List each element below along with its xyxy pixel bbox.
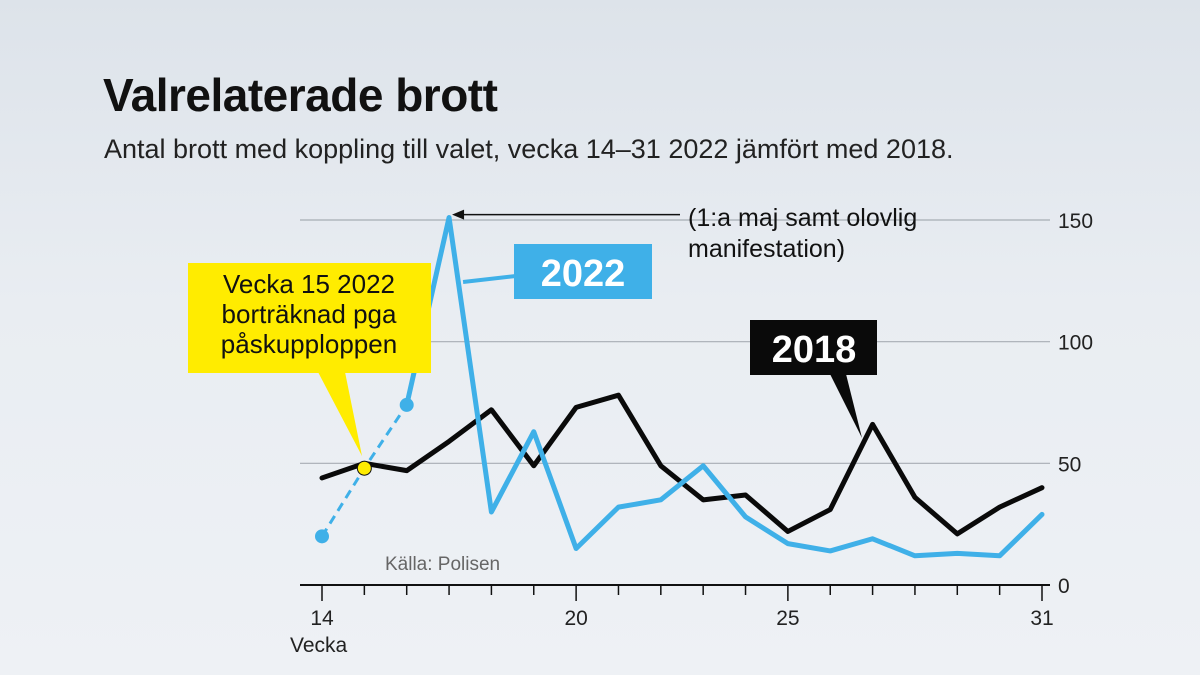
week15-note-text: borträknad pga (222, 299, 397, 329)
series-2022-line (404, 215, 1045, 559)
series-2022 (315, 215, 1045, 559)
series-2022-point-week-14 (315, 529, 329, 544)
source-note: Källa: Polisen (385, 554, 500, 575)
x-tick-label: 25 (776, 607, 799, 630)
label-2022-box (514, 244, 652, 299)
y-tick-label: 100 (1058, 332, 1093, 355)
annotations: (1:a maj samt olovlig manifestation) 2022 2… (188, 204, 917, 456)
x-axis (300, 584, 1050, 601)
chart-subtitle: Antal brott med koppling till valet, vec… (104, 134, 954, 164)
peak-annotation-text: (1:a maj samt olovlig (688, 204, 917, 232)
series-2018 (319, 392, 1045, 537)
week15-note-pointer (318, 372, 362, 456)
series-label-2022: 2022 (541, 253, 626, 295)
y-axis-ticks: 0 50 100 150 (1058, 210, 1093, 598)
series-2022-point-week-15 (356, 460, 372, 476)
week15-note-text: Vecka 15 2022 (223, 269, 395, 299)
label-2022-connector (462, 274, 517, 284)
x-axis-label: Vecka (290, 634, 348, 657)
x-tick-label: 14 (310, 607, 334, 630)
x-tick-label: 31 (1030, 607, 1053, 630)
chart-title: Valrelaterade brott (103, 69, 498, 121)
x-axis-ticks: 14 20 25 31 (310, 607, 1053, 630)
series-2022-point-week-16 (399, 397, 414, 412)
x-tick-label: 20 (564, 607, 587, 630)
peak-arrow-head (452, 209, 465, 220)
series-2018-line (319, 392, 1045, 537)
series-label-2018: 2018 (772, 329, 857, 371)
y-tick-label: 50 (1058, 453, 1081, 476)
peak-annotation-text: manifestation) (688, 235, 845, 263)
week15-note-box (188, 263, 431, 373)
label-2018-pointer (830, 374, 862, 438)
week15-note-text: påskupploppen (221, 329, 397, 359)
y-tick-label: 150 (1058, 210, 1093, 233)
y-tick-label: 0 (1058, 575, 1070, 598)
label-2018-box (750, 320, 877, 375)
